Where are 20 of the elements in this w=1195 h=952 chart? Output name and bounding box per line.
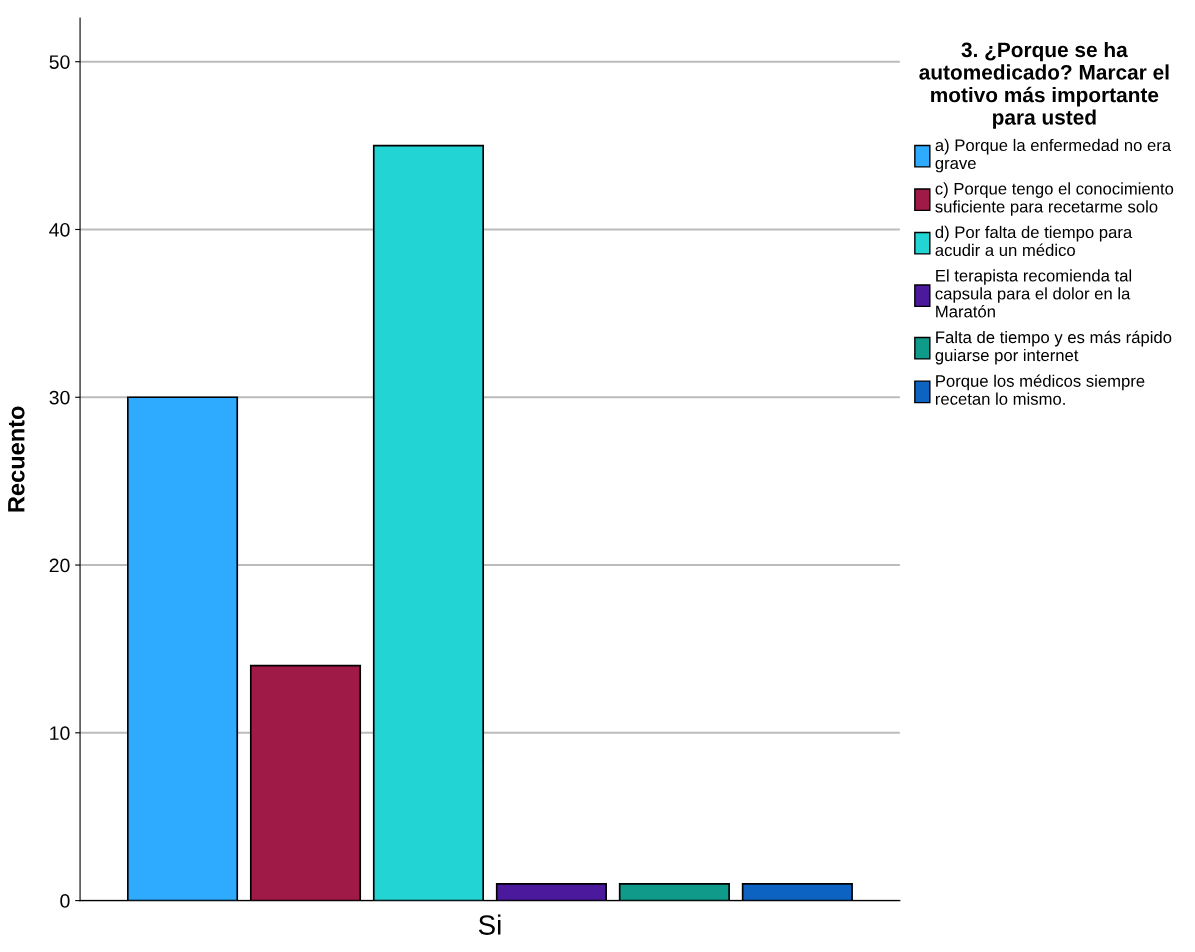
bar xyxy=(126,396,239,901)
y-axis-title: Recuento xyxy=(8,406,25,512)
bar xyxy=(372,144,485,901)
x-tick-label: Si xyxy=(478,914,501,935)
bar xyxy=(618,882,730,901)
legend-label: El terapista recomienda tal capsula para el dolor en la Maratón xyxy=(935,269,1132,318)
legend-label: c) Porque tengo el conocimiento suficiente para recetarme solo xyxy=(935,182,1174,216)
legend-label: d) Por falta de tiempo para acudir a un médico xyxy=(935,225,1133,257)
y-tick-label: 10 xyxy=(50,726,70,741)
y-tick-label: 50 xyxy=(49,55,70,69)
legend-label: Porque los médicos siempre recetan lo mismo. xyxy=(935,374,1145,405)
y-tick-label: 20 xyxy=(49,558,70,573)
y-tick-label: 0 xyxy=(60,894,70,908)
y-tick-label: 40 xyxy=(49,222,70,237)
legend-title: 3. ¿Porque se ha automedicado? Marcar el motivo más importante para usted xyxy=(919,41,1169,129)
legend-label: Falta de tiempo y es más rápido guiarse por internet xyxy=(935,330,1172,365)
bar xyxy=(495,882,607,901)
bar xyxy=(249,664,362,901)
bar xyxy=(741,882,853,901)
y-tick-label: 30 xyxy=(49,390,70,405)
